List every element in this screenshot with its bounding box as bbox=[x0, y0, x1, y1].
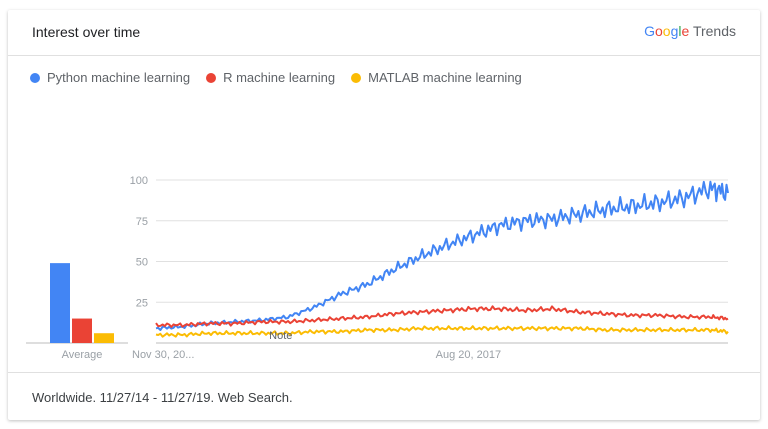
legend-label-matlab: MATLAB machine learning bbox=[368, 70, 522, 85]
footer-region-info: Worldwide. 11/27/14 - 11/27/19. Web Sear… bbox=[32, 390, 293, 405]
series-line-1 bbox=[155, 305, 729, 328]
average-bar-0 bbox=[50, 263, 70, 343]
legend-dot-r bbox=[206, 72, 217, 83]
card-header: Interest over time Google Trends bbox=[8, 10, 760, 56]
x-tick-label-0: Nov 30, 20... bbox=[132, 349, 194, 361]
y-tick-label-50: 50 bbox=[136, 257, 148, 269]
legend-dot-matlab bbox=[351, 72, 362, 83]
google-trends-logo: Google Trends bbox=[644, 23, 736, 39]
card-footer: Worldwide. 11/27/14 - 11/27/19. Web Sear… bbox=[8, 372, 760, 421]
chart-title: Interest over time bbox=[32, 24, 141, 40]
trends-card: Interest over time Google Trends Python … bbox=[8, 10, 760, 420]
series-line-2 bbox=[155, 325, 729, 338]
series-line-0 bbox=[155, 180, 729, 331]
average-bar-1 bbox=[72, 318, 92, 343]
legend-item-python[interactable]: Python machine learning bbox=[30, 70, 190, 85]
google-wordmark: Google bbox=[644, 23, 690, 39]
chart-legend: Python machine learning R machine learni… bbox=[30, 70, 522, 85]
y-tick-label-25: 25 bbox=[136, 297, 148, 309]
legend-label-r: R machine learning bbox=[223, 70, 336, 85]
legend-label-python: Python machine learning bbox=[47, 70, 191, 85]
legend-item-r[interactable]: R machine learning bbox=[206, 70, 335, 85]
x-tick-label-1: Aug 20, 2017 bbox=[436, 349, 501, 361]
average-bar-2 bbox=[94, 333, 114, 343]
y-tick-label-100: 100 bbox=[130, 175, 148, 187]
average-label: Average bbox=[62, 349, 103, 361]
legend-item-matlab[interactable]: MATLAB machine learning bbox=[351, 70, 522, 85]
trends-wordmark: Trends bbox=[692, 23, 736, 39]
legend-dot-python bbox=[30, 72, 40, 83]
line-chart[interactable]: 25 50 75 100 Average Note Nov 30, 20... Aug 20,… bbox=[8, 70, 760, 370]
y-tick-label-75: 75 bbox=[136, 216, 148, 228]
note-marker: Note bbox=[269, 330, 292, 342]
